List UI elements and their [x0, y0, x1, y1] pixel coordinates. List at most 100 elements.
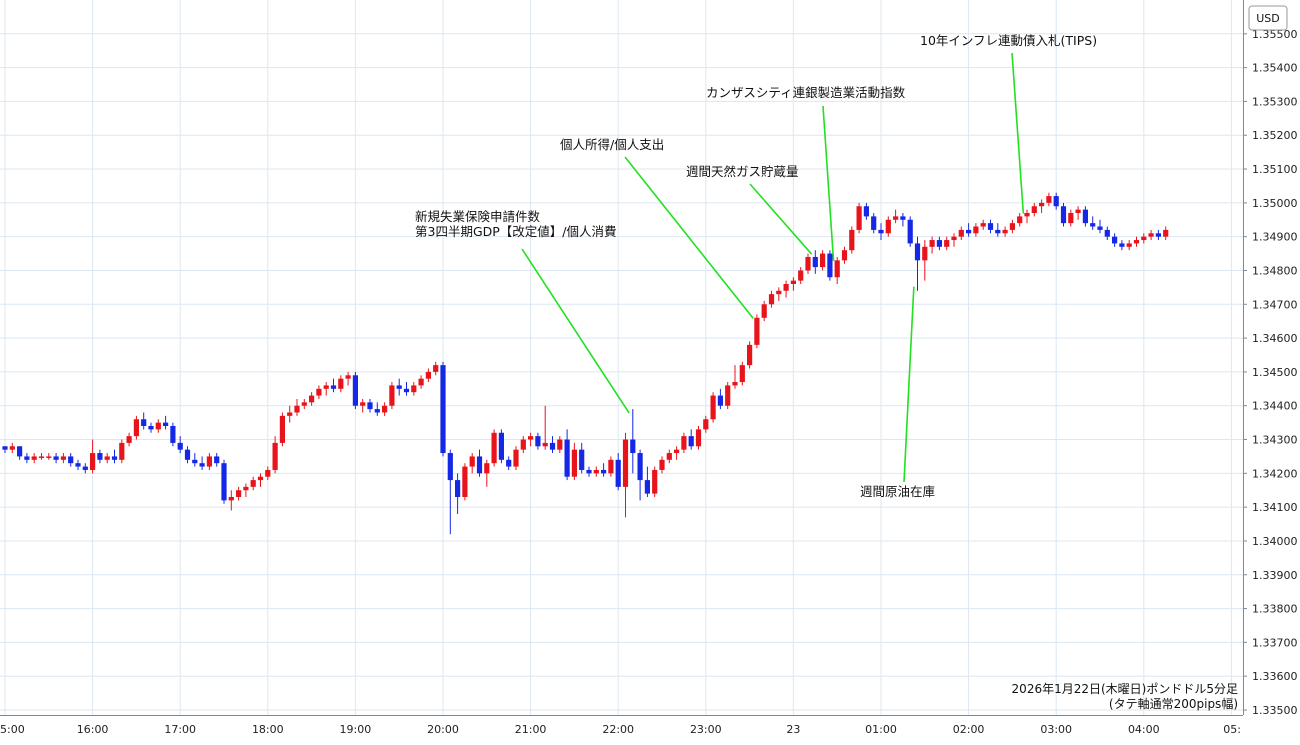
candle-body [330, 385, 337, 389]
candle-up [382, 402, 388, 416]
candle-body [768, 294, 775, 305]
candle-series [2, 192, 1169, 535]
candle-body [111, 456, 118, 460]
candle-body [82, 466, 88, 470]
candle-body [601, 469, 607, 474]
candle-body [1031, 206, 1037, 213]
candle-down [586, 466, 592, 477]
candle-up [1126, 240, 1132, 251]
candle-down [535, 432, 541, 450]
candle-body [170, 426, 176, 443]
candle-body [1009, 223, 1015, 230]
candle-body [622, 439, 629, 487]
candle-up [1163, 226, 1169, 241]
candle-body [316, 388, 322, 396]
candle-body [1060, 206, 1067, 224]
candle-body [206, 456, 212, 467]
candle-up [1141, 233, 1147, 244]
candle-body [38, 456, 45, 458]
candle-body [549, 442, 556, 450]
candle-down [1060, 202, 1067, 227]
candle-body [75, 463, 81, 467]
candle-down [827, 250, 833, 281]
candle-up [893, 209, 899, 224]
candle-body [542, 442, 548, 447]
candle-down [907, 216, 913, 247]
candle-body [958, 229, 964, 237]
candle-down [1155, 229, 1161, 241]
candle-up [104, 453, 110, 464]
candle-down [163, 415, 169, 430]
candle-up [119, 439, 125, 464]
x-tick-label: 20:00 [427, 723, 459, 736]
candle-down [192, 453, 198, 467]
x-tick-label: 23:00 [690, 723, 722, 736]
candle-body [666, 453, 672, 460]
candle-body [695, 429, 702, 447]
candle-body [163, 422, 169, 426]
candle-body [228, 497, 234, 501]
candle-body [272, 442, 278, 470]
candle-body [243, 486, 249, 491]
candle-body [338, 378, 344, 389]
candle-up [279, 412, 285, 447]
candle-up [849, 226, 855, 254]
candle-body [382, 405, 388, 413]
candle-body [411, 385, 417, 393]
candle-body [557, 439, 563, 450]
annotation-label: 新規失業保険申請件数 [415, 209, 541, 224]
y-tick-label: 1.34900 [1252, 231, 1298, 244]
candle-body [1046, 196, 1052, 203]
candle-body [396, 385, 402, 389]
candle-body [469, 456, 475, 467]
y-tick-label: 1.35400 [1252, 62, 1298, 75]
candle-up [666, 449, 672, 464]
candle-body [484, 463, 490, 474]
candle-up [345, 371, 351, 386]
candle-up [820, 250, 826, 271]
annotation-label: カンザスシティ連銀製造業活動指数 [706, 85, 906, 100]
y-tick-label: 1.35300 [1252, 95, 1298, 108]
x-tick-label: 17:00 [164, 723, 196, 736]
candle-down [549, 436, 556, 454]
candle-up [520, 436, 526, 454]
candle-body [615, 459, 621, 487]
y-tick-label: 1.34500 [1252, 366, 1298, 379]
candle-body [710, 395, 716, 420]
candle-up [272, 436, 278, 474]
footer-title: 2026年1月22日(木曜日)ポンドドル5分足 [1012, 682, 1238, 696]
candle-body [1112, 236, 1118, 244]
candle-up [338, 375, 344, 393]
candle-body [68, 456, 74, 464]
candle-up [557, 436, 563, 454]
candle-body [520, 439, 526, 450]
candle-body [739, 365, 745, 383]
annotation-pointer-line [822, 105, 835, 262]
candle-body [717, 395, 723, 406]
candle-down [17, 446, 23, 460]
candle-body [1104, 229, 1110, 237]
candle-body [907, 219, 913, 244]
candle-up [958, 226, 964, 241]
candle-body [360, 402, 366, 406]
x-tick-label: 23 [786, 723, 800, 736]
candle-down [53, 453, 59, 464]
candle-up [155, 419, 161, 433]
candle-body [900, 216, 906, 220]
candle-down [615, 453, 621, 491]
candle-body [1090, 223, 1096, 227]
candle-up [491, 429, 497, 467]
candle-body [440, 365, 446, 454]
footer-note: (タテ軸通常200pips幅) [1109, 696, 1238, 711]
annotation: 10年インフレ連動債入札(TIPS) [920, 33, 1097, 214]
x-tick-label: 04:00 [1128, 723, 1160, 736]
y-tick-label: 1.33900 [1252, 569, 1298, 582]
candle-body [1141, 236, 1147, 241]
candle-down [68, 453, 74, 467]
y-tick-label: 1.33600 [1252, 670, 1298, 683]
x-tick-label: 02:00 [953, 723, 985, 736]
candle-body [747, 344, 753, 366]
candle-body [820, 253, 826, 268]
candle-up [593, 466, 599, 477]
